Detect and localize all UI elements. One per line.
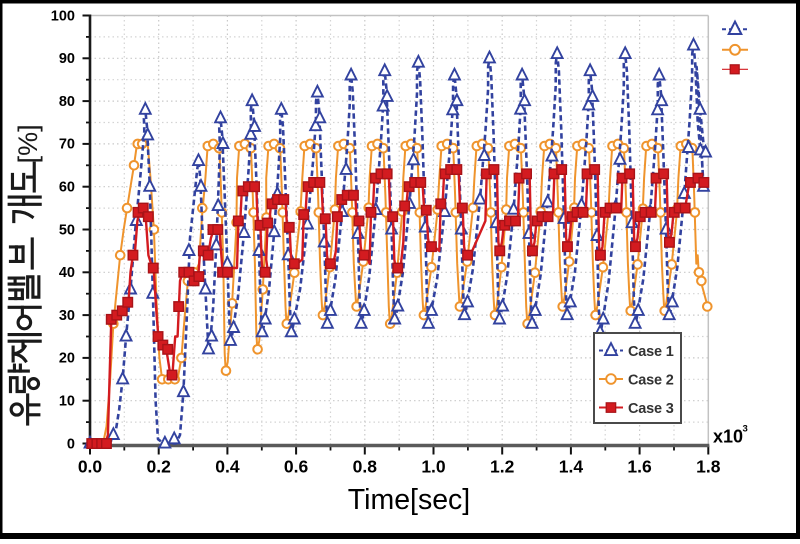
svg-text:1.0: 1.0: [421, 457, 446, 477]
svg-text:70: 70: [59, 137, 75, 153]
svg-text:3: 3: [743, 424, 748, 435]
svg-text:40: 40: [59, 265, 75, 281]
svg-text:0.2: 0.2: [147, 457, 172, 477]
svg-text:1.4: 1.4: [559, 457, 584, 477]
svg-text:30: 30: [59, 308, 75, 324]
svg-text:1.2: 1.2: [490, 457, 515, 477]
svg-text:0.4: 0.4: [215, 457, 240, 477]
svg-text:10: 10: [59, 394, 75, 410]
svg-text:0: 0: [67, 436, 75, 452]
svg-text:Case 3: Case 3: [628, 401, 674, 417]
svg-text:x10: x10: [713, 427, 743, 447]
svg-text:20: 20: [59, 351, 75, 367]
svg-text:80: 80: [59, 94, 75, 110]
svg-text:60: 60: [59, 180, 75, 196]
svg-text:90: 90: [59, 51, 75, 67]
svg-text:0.6: 0.6: [284, 457, 309, 477]
svg-text:0.8: 0.8: [353, 457, 378, 477]
svg-text:Case 2: Case 2: [628, 373, 674, 389]
svg-text:[%]: [%]: [13, 124, 43, 163]
svg-text:Case 1: Case 1: [628, 344, 674, 360]
svg-text:1.6: 1.6: [627, 457, 652, 477]
svg-text:Time[sec]: Time[sec]: [348, 484, 470, 516]
svg-text:0.0: 0.0: [78, 457, 103, 477]
svg-text:1.8: 1.8: [696, 457, 721, 477]
svg-text:50: 50: [59, 222, 75, 238]
svg-text:100: 100: [51, 8, 75, 24]
